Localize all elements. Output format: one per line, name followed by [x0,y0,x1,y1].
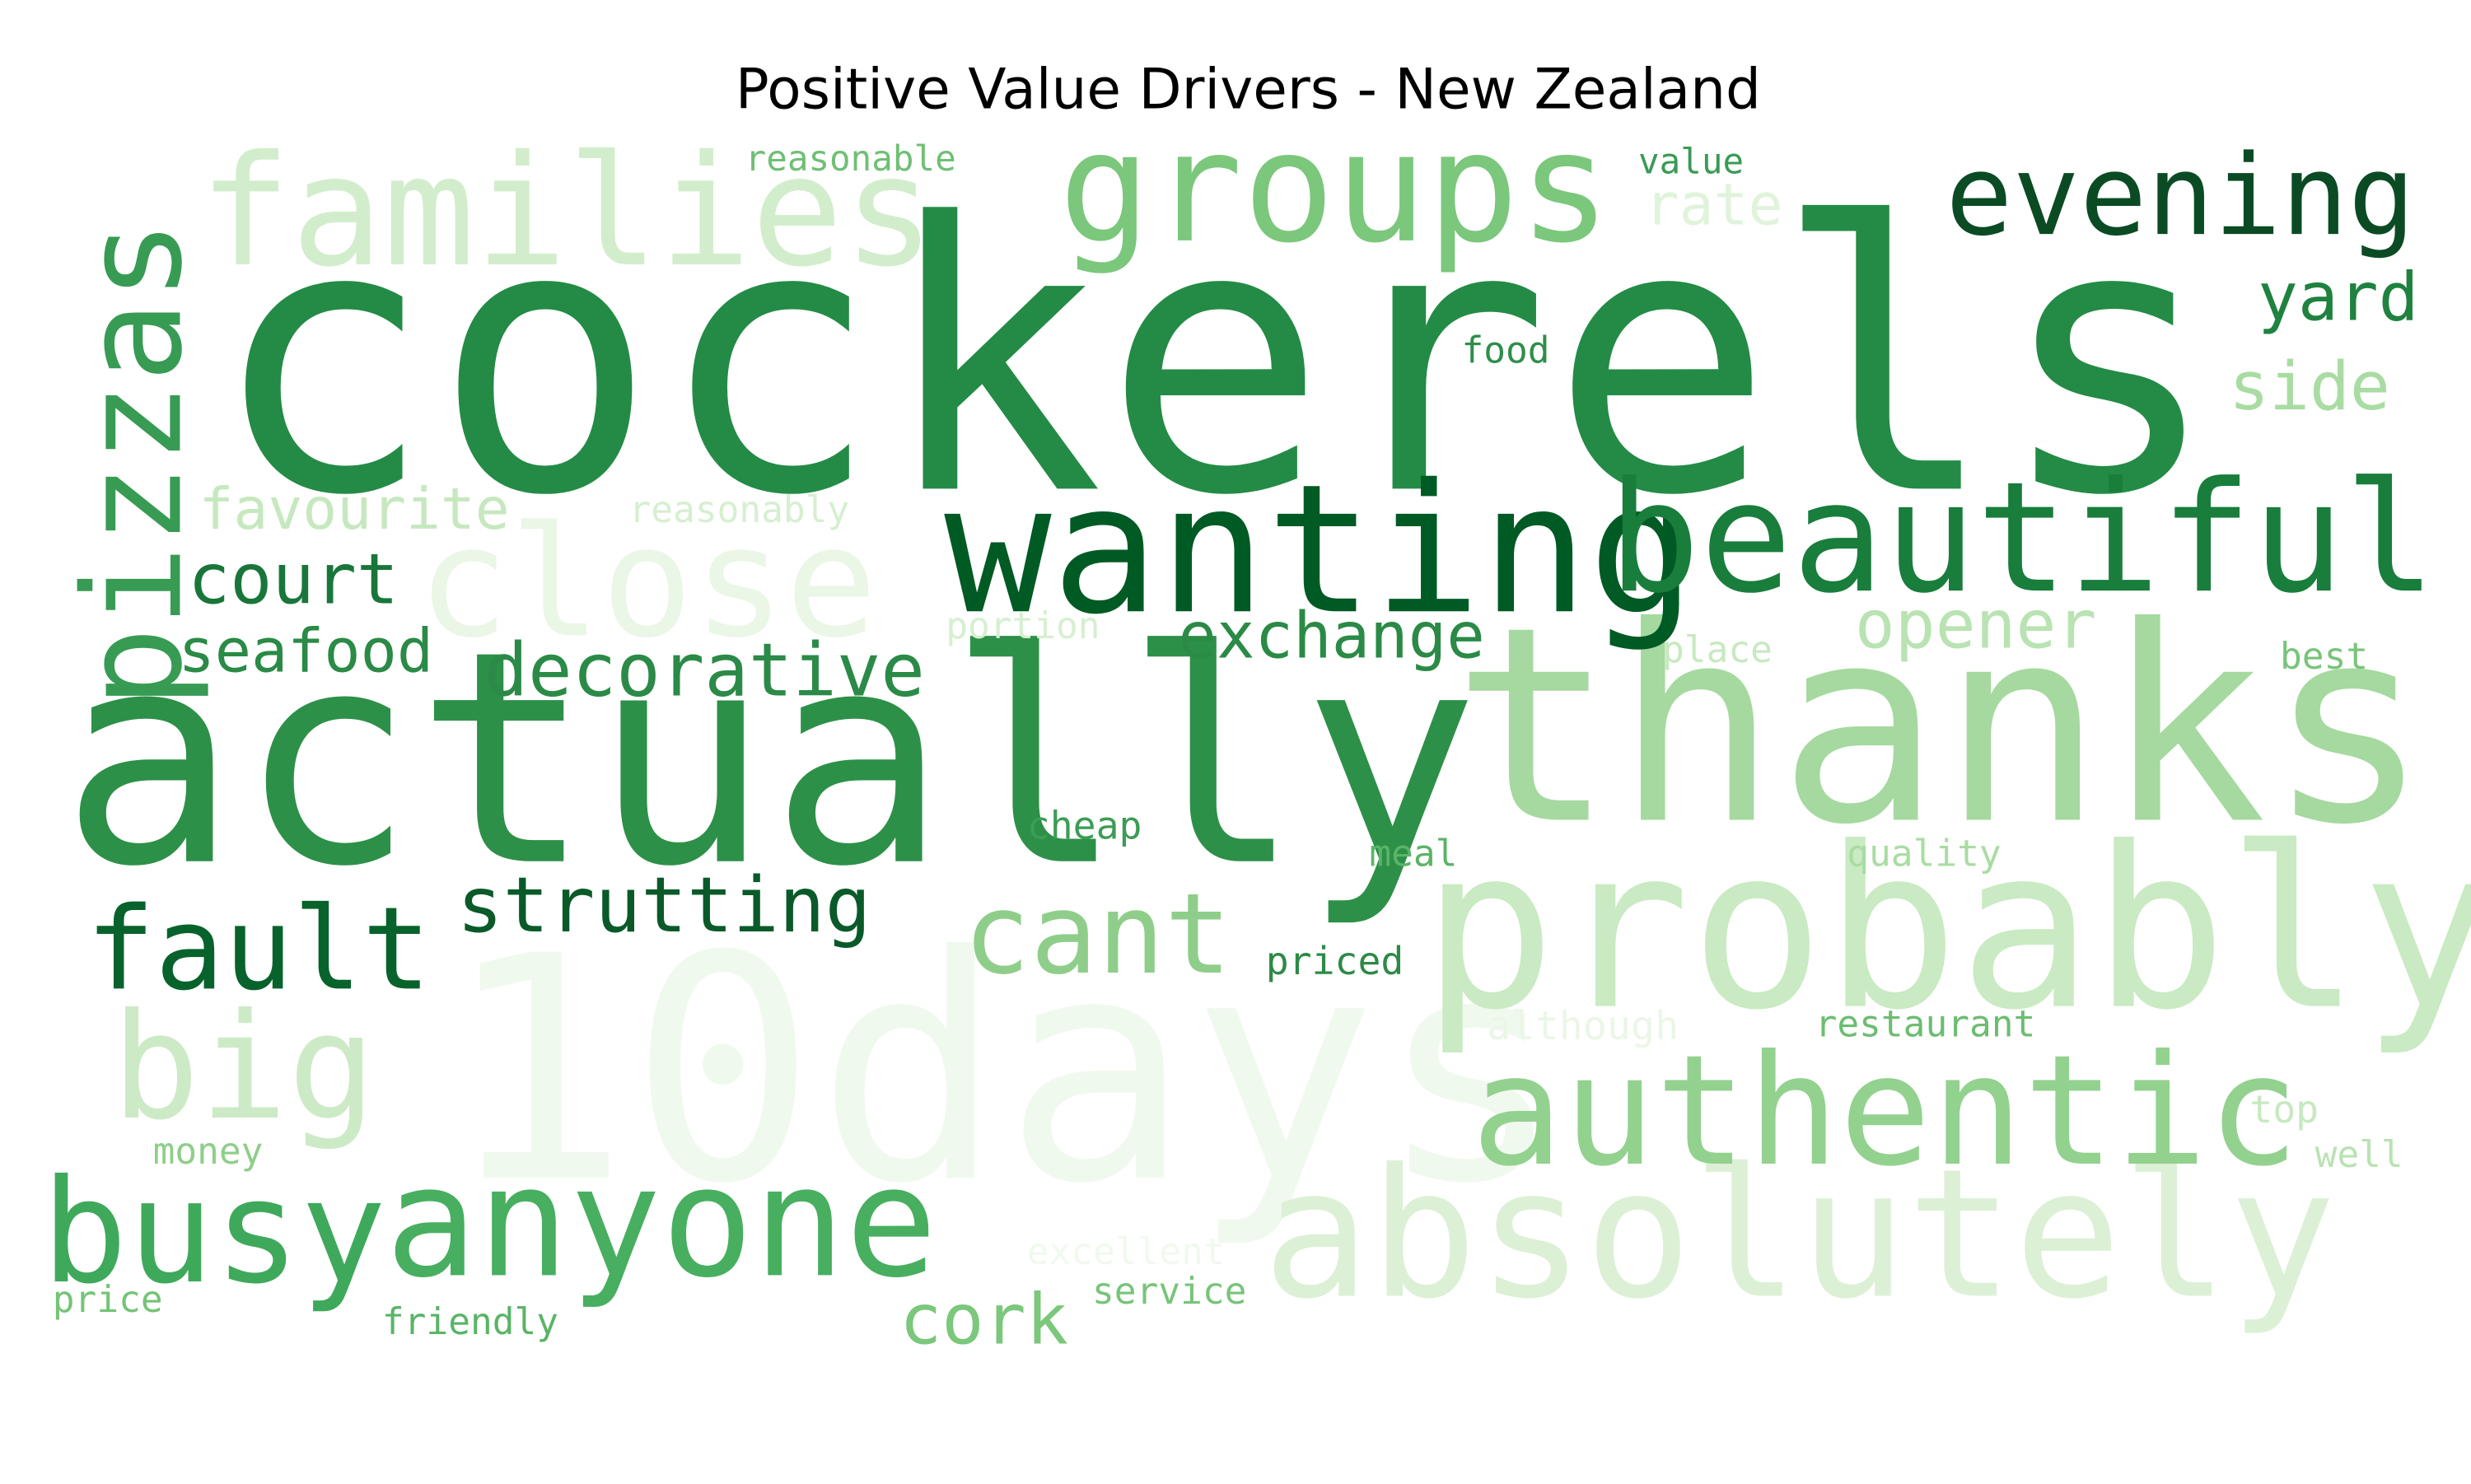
word-actually: actually [60,587,1479,931]
word-fault: fault [86,881,432,1016]
word-groups: groups [1058,98,1611,278]
word-restaurant: restaurant [1815,1004,2036,1046]
word-busy: busy [41,1149,387,1317]
word-seafood: seafood [178,616,434,687]
word-although: although [1487,1002,1679,1049]
word-cant: cant [963,869,1232,1000]
word-value: value [1638,142,1745,184]
word-families: families [199,122,936,301]
word-absolutely: absolutely [1262,1132,2337,1339]
word-reasonably: reasonably [628,490,850,532]
word-rate: rate [1644,173,1783,239]
word-service: service [1092,1272,1247,1314]
word-evening: evening [1946,130,2416,262]
word-price: price [52,1280,163,1322]
word-side: side [2229,347,2390,426]
word-yard: yard [2257,258,2419,336]
word-best: best [2280,637,2369,679]
word-food: food [1461,331,1550,373]
word-strutting: strutting [456,861,871,950]
word-10days: 10days [442,889,1564,1252]
word-close: close [417,493,878,672]
word-favourite: favourite [199,477,510,544]
word-place: place [1662,630,1773,672]
word-meal: meal [1369,833,1458,876]
word-wanting: wanting [944,447,1696,655]
word-top: top [2249,1087,2319,1132]
chart-title: Positive Value Drivers - New Zealand [735,58,1761,123]
word-authentic: authentic [1471,1021,2300,1201]
word-friendly: friendly [381,1302,559,1344]
word-exchange: exchange [1178,600,1485,674]
word-portion: portion [946,606,1100,648]
word-cork: cork [899,1280,1068,1361]
word-cheap: cheap [1026,804,1142,849]
word-court: court [188,539,399,621]
word-money: money [152,1132,264,1174]
word-cockerels: cockerels [210,144,2221,576]
word-quality: quality [1847,833,2002,876]
word-probably: probably [1422,800,2471,1061]
word-opener: opener [1854,586,2097,665]
word-priced: priced [1265,939,1404,984]
word-decorative: decorative [483,627,925,713]
word-well: well [2315,1135,2403,1177]
word-beautiful: beautiful [1608,449,2436,628]
word-big: big [111,982,376,1153]
word-excellent: excellent [1026,1232,1226,1274]
word-anyone: anyone [385,1133,938,1312]
word-thanks: thanks [1451,570,2430,885]
word-reasonable: reasonable [745,140,956,180]
